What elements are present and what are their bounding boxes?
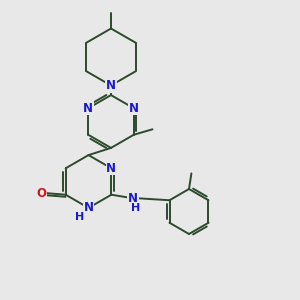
Text: N: N xyxy=(129,102,139,115)
Text: O: O xyxy=(37,187,46,200)
Text: N: N xyxy=(106,162,116,175)
Text: H: H xyxy=(131,203,141,213)
Text: N: N xyxy=(128,192,138,205)
Text: H: H xyxy=(75,212,84,223)
Text: N: N xyxy=(83,201,94,214)
Text: N: N xyxy=(83,102,93,115)
Text: N: N xyxy=(106,79,116,92)
